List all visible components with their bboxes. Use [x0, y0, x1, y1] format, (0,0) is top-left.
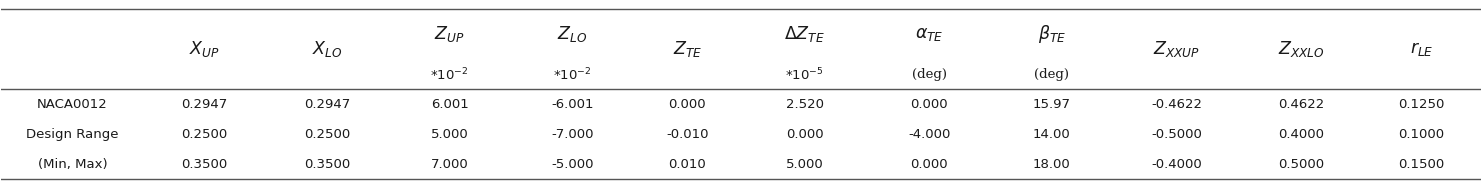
Text: -6.001: -6.001 — [551, 98, 593, 111]
Text: $Z_{TE}$: $Z_{TE}$ — [673, 39, 702, 59]
Text: 0.2500: 0.2500 — [181, 128, 228, 141]
Text: $X_{UP}$: $X_{UP}$ — [190, 39, 219, 59]
Text: 0.5000: 0.5000 — [1279, 158, 1325, 171]
Text: $\alpha_{TE}$: $\alpha_{TE}$ — [914, 26, 944, 43]
Text: 0.000: 0.000 — [668, 98, 705, 111]
Text: (deg): (deg) — [911, 68, 947, 81]
Text: 0.3500: 0.3500 — [304, 158, 350, 171]
Text: 2.520: 2.520 — [785, 98, 824, 111]
Text: $*10^{-2}$: $*10^{-2}$ — [430, 66, 468, 83]
Text: 0.1500: 0.1500 — [1399, 158, 1445, 171]
Text: $Z_{LO}$: $Z_{LO}$ — [557, 24, 587, 44]
Text: 5.000: 5.000 — [785, 158, 824, 171]
Text: $Z_{UP}$: $Z_{UP}$ — [434, 24, 465, 44]
Text: $*10^{-2}$: $*10^{-2}$ — [553, 66, 591, 83]
Text: 0.4000: 0.4000 — [1279, 128, 1325, 141]
Text: (Min, Max): (Min, Max) — [37, 158, 107, 171]
Text: -4.000: -4.000 — [908, 128, 950, 141]
Text: (deg): (deg) — [1034, 68, 1070, 81]
Text: $Z_{XXLO}$: $Z_{XXLO}$ — [1277, 39, 1325, 59]
Text: 0.3500: 0.3500 — [181, 158, 228, 171]
Text: -0.5000: -0.5000 — [1152, 128, 1202, 141]
Text: 14.00: 14.00 — [1033, 128, 1070, 141]
Text: -0.4000: -0.4000 — [1152, 158, 1202, 171]
Text: 0.2947: 0.2947 — [304, 98, 350, 111]
Text: 0.1000: 0.1000 — [1399, 128, 1445, 141]
Text: $\beta_{TE}$: $\beta_{TE}$ — [1037, 23, 1066, 45]
Text: 0.2500: 0.2500 — [304, 128, 350, 141]
Text: -0.010: -0.010 — [665, 128, 708, 141]
Text: 0.010: 0.010 — [668, 158, 705, 171]
Text: -7.000: -7.000 — [551, 128, 593, 141]
Text: 0.000: 0.000 — [910, 158, 948, 171]
Text: 0.4622: 0.4622 — [1277, 98, 1325, 111]
Text: $*10^{-5}$: $*10^{-5}$ — [785, 66, 824, 83]
Text: NACA0012: NACA0012 — [37, 98, 108, 111]
Text: 15.97: 15.97 — [1033, 98, 1071, 111]
Text: 5.000: 5.000 — [431, 128, 468, 141]
Text: $r_{LE}$: $r_{LE}$ — [1409, 40, 1433, 58]
Text: 18.00: 18.00 — [1033, 158, 1070, 171]
Text: 0.2947: 0.2947 — [181, 98, 228, 111]
Text: 0.000: 0.000 — [785, 128, 824, 141]
Text: 7.000: 7.000 — [431, 158, 468, 171]
Text: 0.1250: 0.1250 — [1399, 98, 1445, 111]
Text: $X_{LO}$: $X_{LO}$ — [311, 39, 342, 59]
Text: -0.4622: -0.4622 — [1152, 98, 1202, 111]
Text: Design Range: Design Range — [27, 128, 119, 141]
Text: $\Delta Z_{TE}$: $\Delta Z_{TE}$ — [784, 24, 825, 44]
Text: 0.000: 0.000 — [910, 98, 948, 111]
Text: $Z_{XXUP}$: $Z_{XXUP}$ — [1153, 39, 1200, 59]
Text: -5.000: -5.000 — [551, 158, 593, 171]
Text: 6.001: 6.001 — [431, 98, 468, 111]
